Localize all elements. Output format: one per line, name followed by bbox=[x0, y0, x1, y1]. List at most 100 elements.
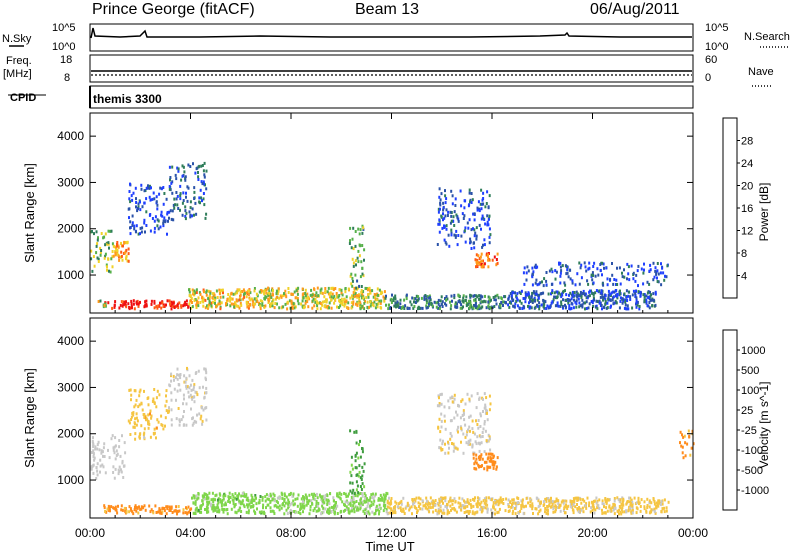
power-echo-cell bbox=[156, 306, 159, 310]
velocity-echo-cell bbox=[225, 508, 228, 512]
velocity-echo-cell bbox=[585, 506, 588, 510]
power-echo-cell bbox=[352, 261, 355, 265]
velocity-echo-cell bbox=[96, 447, 99, 451]
velocity-echo-cell bbox=[563, 507, 566, 510]
power-echo-cell bbox=[229, 304, 232, 308]
power-echo-cell bbox=[573, 291, 576, 294]
power-echo-cell bbox=[367, 292, 370, 296]
power-echo-cell bbox=[359, 307, 362, 311]
power-echo-cell bbox=[195, 306, 198, 309]
power-echo-cell bbox=[593, 261, 596, 265]
power-echo-cell bbox=[536, 298, 539, 302]
velocity-echo-cell bbox=[507, 498, 510, 502]
velocity-echo-cell bbox=[469, 438, 472, 442]
velocity-echo-cell bbox=[190, 407, 192, 411]
power-echo-cell bbox=[642, 271, 645, 275]
velocity-echo-cell bbox=[132, 413, 135, 417]
velocity-echo-cell bbox=[100, 449, 103, 453]
velocity-echo-cell bbox=[113, 506, 116, 510]
velocity-echo-cell bbox=[260, 510, 263, 514]
velocity-echo-cell bbox=[529, 504, 532, 508]
velocity-echo-cell bbox=[337, 495, 340, 499]
power-echo-cell bbox=[520, 289, 523, 293]
velocity-echo-cell bbox=[391, 511, 394, 515]
power-echo-cell bbox=[468, 191, 471, 195]
velocity-echo-cell bbox=[456, 447, 459, 451]
power-echo-cell bbox=[111, 242, 114, 246]
velocity-echo-cell bbox=[462, 432, 465, 436]
power-echo-cell bbox=[445, 298, 447, 302]
power-echo-cell bbox=[280, 295, 283, 299]
velocity-echo-cell bbox=[237, 496, 239, 500]
power-echo-cell bbox=[255, 292, 258, 296]
velocity-echo-cell bbox=[315, 492, 318, 496]
velocity-echo-cell bbox=[306, 500, 309, 504]
power-echo-cell bbox=[226, 297, 229, 301]
velocity-echo-cell bbox=[309, 508, 312, 512]
power-echo-cell bbox=[522, 297, 525, 300]
velocity-colorbar-tick-label: 500 bbox=[741, 365, 759, 377]
power-echo-cell bbox=[581, 298, 584, 302]
velocity-echo-cell bbox=[103, 455, 106, 458]
power-echo-cell bbox=[405, 293, 408, 297]
velocity-echo-cell bbox=[100, 451, 103, 455]
power-echo-cell bbox=[210, 304, 213, 308]
power-echo-cell bbox=[358, 297, 361, 301]
velocity-echo-cell bbox=[110, 437, 113, 441]
velocity-echo-cell bbox=[314, 498, 317, 501]
power-echo-cell bbox=[126, 259, 129, 263]
power-echo-cell bbox=[347, 287, 350, 291]
velocity-echo-cell bbox=[157, 510, 160, 514]
velocity-echo-cell bbox=[689, 453, 692, 457]
power-echo-cell bbox=[654, 269, 657, 273]
power-echo-cell bbox=[233, 305, 236, 309]
power-echo-cell bbox=[435, 301, 438, 305]
velocity-echo-cell bbox=[364, 494, 367, 498]
velocity-echo-cell bbox=[490, 458, 493, 462]
power-echo-cell bbox=[357, 227, 360, 231]
power-echo-cell bbox=[469, 200, 471, 204]
power-echo-cell bbox=[131, 214, 134, 218]
power-echo-cell bbox=[329, 291, 332, 295]
velocity-echo-cell bbox=[477, 426, 480, 430]
velocity-echo-cell bbox=[149, 435, 152, 439]
power-echo-cell bbox=[133, 227, 136, 231]
power-echo-cell bbox=[604, 302, 607, 306]
velocity-echo-cell bbox=[425, 499, 428, 503]
velocity-echo-cell bbox=[193, 496, 196, 500]
power-echo-cell bbox=[450, 189, 453, 193]
velocity-echo-cell bbox=[384, 503, 387, 507]
power-echo-cell bbox=[567, 298, 570, 302]
power-echo-cell bbox=[187, 163, 190, 167]
power-echo-cell bbox=[352, 226, 355, 230]
power-echo-cell bbox=[553, 295, 556, 299]
velocity-echo-cell bbox=[388, 501, 391, 505]
power-echo-cell bbox=[571, 279, 574, 283]
power-echo-cell bbox=[350, 301, 353, 305]
power-echo-cell bbox=[467, 226, 470, 230]
velocity-echo-cell bbox=[195, 494, 198, 498]
velocity-echo-cell bbox=[101, 463, 104, 467]
power-echo-cell bbox=[534, 299, 536, 303]
power-echo-cell bbox=[485, 306, 488, 310]
velocity-echo-cell bbox=[130, 393, 133, 397]
velocity-echo-cell bbox=[134, 432, 137, 436]
velocity-echo-cell bbox=[440, 425, 443, 429]
velocity-echo-cell bbox=[495, 465, 498, 469]
velocity-echo-cell bbox=[185, 376, 188, 380]
power-echo-cell bbox=[512, 291, 514, 295]
velocity-echo-cell bbox=[134, 403, 137, 407]
power-echo-cell bbox=[476, 206, 479, 210]
power-echo-cell bbox=[438, 187, 441, 191]
velocity-echo-cell bbox=[472, 497, 474, 501]
velocity-echo-cell bbox=[619, 498, 622, 502]
power-echo-cell bbox=[353, 286, 356, 290]
power-echo-cell bbox=[282, 305, 285, 309]
velocity-echo-cell bbox=[406, 503, 409, 507]
power-echo-cell bbox=[599, 268, 602, 272]
velocity-echo-cell bbox=[113, 451, 116, 455]
velocity-echo-cell bbox=[195, 391, 198, 395]
velocity-echo-cell bbox=[201, 494, 204, 498]
velocity-echo-cell bbox=[334, 502, 337, 506]
velocity-echo-cell bbox=[214, 508, 217, 512]
